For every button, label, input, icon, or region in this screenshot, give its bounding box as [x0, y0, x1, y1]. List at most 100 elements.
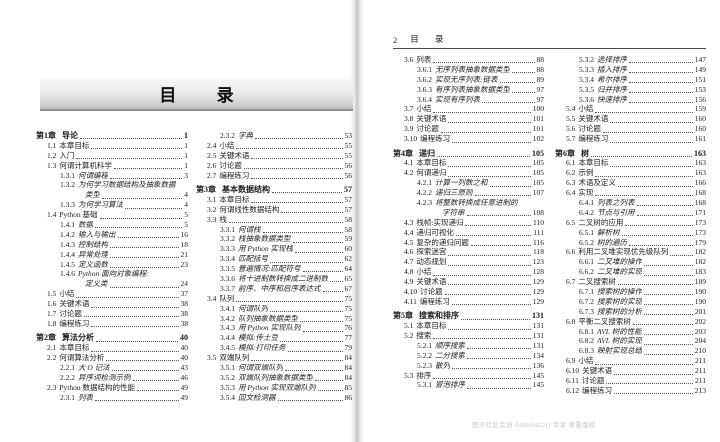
toc-entry-title: 利用二叉堆实现优先级队列 — [578, 247, 669, 257]
dot-leader — [95, 227, 183, 229]
toc-entry-page: 105 — [532, 148, 544, 158]
toc-entry-page: 23 — [180, 259, 189, 269]
toc-entry-title: 何谓编程 — [78, 170, 108, 180]
toc-entry-page: 56 — [344, 160, 353, 170]
dot-leader — [330, 281, 343, 283]
toc-entry: 1.1 本章目标 1 — [36, 141, 188, 151]
toc-entry: 3.2 何谓线性数据结构 57 — [196, 205, 352, 215]
toc-entry: 3.3.2 栈抽象数据类型 59 — [196, 234, 352, 244]
toc-entry-page: 64 — [344, 264, 353, 274]
toc-entry-number: 1.4.3 — [60, 239, 75, 249]
toc-entry: 4.7 动态规划 123 — [393, 257, 544, 267]
toc-entry: 1.4.1 数据 5 — [36, 220, 188, 230]
toc-entry: 6.7.3 搜索树的分析 201 — [555, 307, 706, 317]
toc-entry-number: 3.3.3 — [220, 244, 235, 254]
toc-entry-page: 131 — [532, 321, 544, 331]
toc-entry-number: 3.5.4 — [220, 392, 235, 402]
toc-entry-page: 57 — [344, 184, 352, 194]
toc-entry: 4.6 探索迷宫 118 — [393, 247, 544, 257]
toc-entry-number: 6.7.2 — [579, 296, 594, 306]
toc-entry-number: 5.3.4 — [579, 74, 594, 84]
toc-entry: 1.4.2 输入与输出 16 — [36, 230, 188, 240]
toc-entry-number: 3.5 — [207, 353, 217, 363]
toc-entry-title: 讨论题 — [416, 124, 439, 134]
toc-entry-number: 6.9 — [566, 356, 576, 366]
toc-entry: 字符串 108 — [393, 208, 544, 218]
toc-entry: 6.11 讨论题 211 — [555, 376, 706, 386]
dot-leader — [451, 304, 531, 306]
toc-entry-title: 搜索和排序 — [419, 311, 459, 321]
toc-entry-title: 二叉堆的实现 — [597, 267, 642, 277]
toc-entry-page: 24 — [180, 279, 189, 289]
toc-entry: 第1章 导论 1 — [36, 131, 188, 141]
toc-entry: 3.3.1 何谓栈 58 — [196, 225, 352, 235]
dot-leader — [467, 387, 531, 389]
toc-entry-page: 147 — [694, 54, 706, 64]
toc-entry-title: 节点与引用 — [597, 207, 635, 217]
toc-entry-title: 无序列表抽象数据类型 — [435, 64, 510, 74]
toc-entry: 5.4 小结 159 — [555, 104, 706, 114]
toc-entry-page: 211 — [695, 356, 706, 366]
toc-entry-page: 49 — [180, 382, 189, 392]
toc-entry: 第4章 递归 105 — [393, 149, 544, 159]
toc-entry: 6.8.2 AVL 树的实现 204 — [555, 336, 706, 346]
toc-entry-page: 151 — [694, 74, 706, 84]
toc-entry-number: 6.3 — [566, 178, 576, 188]
toc-entry-number: 3.3 — [207, 214, 217, 224]
toc-entry-title: 模拟:打印任务 — [238, 343, 286, 353]
toc-entry-number: 2.6 — [207, 160, 217, 170]
dot-leader — [610, 141, 693, 143]
toc-entry-page: 16 — [180, 229, 189, 239]
toc-entry-title: 用 Python 实现栈 — [238, 244, 293, 254]
toc-entry: 5.1 本章目标 131 — [393, 321, 544, 331]
toc-entry-number: 2.4 — [207, 140, 217, 150]
toc-entry: 2.6 讨论题 56 — [196, 161, 352, 171]
toc-entry-number: 2.2 — [47, 353, 57, 363]
toc-entry-number: 1.4 — [47, 210, 57, 220]
toc-entry-title: 讨论题 — [581, 375, 605, 385]
dot-leader — [448, 121, 531, 123]
dot-leader — [251, 158, 343, 160]
toc-entry-title: 树 — [581, 148, 589, 158]
running-header: 2 目 录 — [393, 33, 706, 49]
dot-leader — [629, 82, 693, 84]
toc-entry-title: 列表之列表 — [597, 197, 635, 207]
toc-entry-page: 37 — [180, 289, 189, 299]
toc-entry-title: 算法分析 — [62, 333, 94, 343]
toc-entry: 5.7 编程练习 161 — [555, 134, 706, 144]
dot-leader — [255, 138, 343, 140]
dot-leader — [591, 155, 692, 157]
toc-entry: 3.3 栈 58 — [196, 215, 352, 225]
toc-entry: 3.7 小结 100 — [393, 104, 544, 114]
dot-leader — [614, 393, 693, 395]
toc-entry-page: 190 — [694, 286, 706, 296]
toc-entry-page: 79 — [344, 343, 353, 353]
toc-entry-title: 排序 — [416, 370, 432, 380]
toc-entry-number: 3.4.1 — [220, 303, 235, 313]
toc-entry-page: 173 — [694, 227, 706, 237]
toc-entry-page: 160 — [694, 124, 706, 134]
dot-leader — [433, 111, 531, 113]
toc-entry-number: 3.4.4 — [220, 333, 235, 343]
dot-leader — [91, 326, 179, 328]
toc-entry-title: 递归 — [419, 148, 435, 158]
toc-entry-title: 类型 — [85, 190, 100, 200]
toc-entry-title: 定义函数 — [78, 259, 108, 269]
dot-leader — [467, 348, 531, 350]
toc-entry: 6.4.1 列表之列表 168 — [555, 198, 706, 208]
toc-entry-title: 探索迷宫 — [416, 247, 447, 257]
dot-leader — [102, 197, 183, 199]
dot-leader — [280, 340, 343, 342]
toc-entry-title: 计算一列数之和 — [435, 178, 488, 188]
toc-entry-title: 异序词检测示例 — [78, 372, 131, 382]
dot-leader — [96, 340, 178, 342]
toc-entry-title: 用 Python 实现队列 — [238, 323, 301, 333]
dot-leader — [236, 301, 343, 303]
dot-leader — [448, 328, 531, 330]
toc-entry: 1.4.4 异常处理 21 — [36, 250, 188, 260]
dot-leader — [455, 235, 532, 237]
toc-entry-number: 3.3.6 — [220, 273, 235, 283]
toc-entry-page: 105 — [532, 158, 544, 168]
toc-entry-number: 5.4 — [566, 104, 576, 114]
toc-entry-title: 二分搜索 — [435, 350, 465, 360]
